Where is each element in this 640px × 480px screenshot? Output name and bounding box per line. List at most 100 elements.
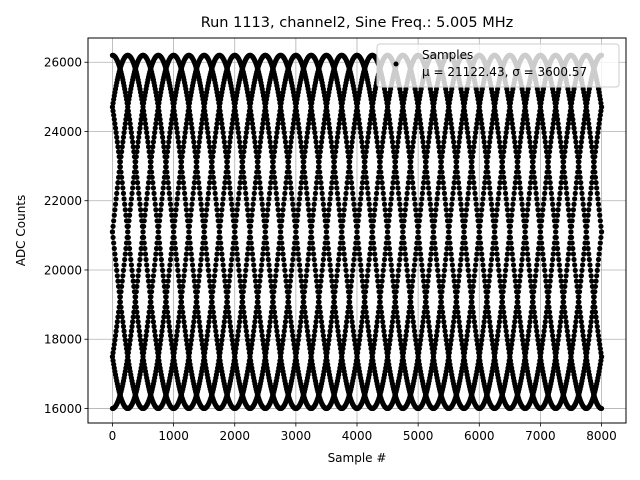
sample-point — [141, 223, 147, 229]
sample-point — [594, 190, 600, 196]
sample-point — [366, 196, 372, 202]
sample-point — [443, 207, 449, 213]
sample-point — [243, 262, 249, 268]
sample-point — [520, 341, 526, 348]
sample-point — [545, 164, 551, 170]
sample-point — [128, 130, 135, 136]
sample-point — [183, 201, 189, 207]
sample-point — [366, 333, 372, 339]
sample-point — [167, 256, 174, 263]
sample-point — [553, 234, 559, 241]
sample-point — [129, 267, 135, 273]
sample-point — [297, 134, 303, 140]
sample-point — [200, 100, 207, 106]
sample-point — [504, 201, 510, 207]
sample-point — [519, 333, 525, 339]
sample-point — [494, 337, 500, 343]
sample-point — [480, 262, 486, 268]
sample-point — [579, 134, 585, 140]
sample-point — [176, 278, 182, 284]
sample-point — [189, 130, 196, 136]
sample-point — [495, 328, 501, 334]
sample-point — [235, 125, 241, 131]
sample-point — [137, 251, 144, 257]
sample-point — [578, 319, 584, 325]
sample-point — [546, 174, 553, 180]
sample-point — [235, 130, 241, 136]
sample-point — [243, 190, 249, 196]
sample-point — [321, 121, 327, 127]
sample-point — [364, 314, 370, 320]
sample-point — [201, 104, 207, 110]
sample-point — [142, 212, 148, 218]
sample-point — [426, 190, 432, 196]
sample-point — [114, 267, 120, 273]
sample-point — [151, 267, 157, 273]
sample-point — [459, 116, 465, 122]
sample-point — [425, 139, 432, 145]
sample-point — [534, 262, 540, 268]
sample-point — [434, 196, 440, 202]
sample-point — [455, 180, 462, 186]
sample-point — [109, 229, 116, 235]
sample-point — [209, 164, 215, 170]
sample-point — [583, 104, 589, 110]
sample-point — [509, 251, 515, 257]
sample-point — [423, 164, 429, 170]
sample-point — [277, 358, 283, 364]
sample-point — [206, 185, 212, 191]
sample-point — [191, 273, 197, 279]
sample-point — [498, 169, 504, 175]
sample-point — [195, 309, 201, 315]
sample-point — [265, 251, 271, 257]
sample-point — [357, 125, 363, 131]
sample-point — [189, 196, 196, 202]
sample-point — [374, 185, 380, 191]
sample-point — [295, 121, 301, 127]
sample-point — [444, 218, 451, 224]
sample-point — [251, 267, 257, 273]
sample-point — [273, 273, 279, 279]
sample-point — [207, 180, 213, 186]
sample-point — [428, 116, 435, 122]
sample-point — [487, 267, 493, 273]
sample-point — [357, 333, 363, 339]
sample-point — [325, 240, 331, 246]
sample-point — [197, 267, 203, 273]
sample-point — [375, 144, 381, 150]
sample-point — [315, 154, 321, 160]
sample-point — [479, 125, 485, 131]
sample-point — [204, 251, 210, 257]
sample-point — [359, 319, 365, 325]
sample-point — [121, 262, 127, 268]
sample-point — [380, 267, 386, 273]
sample-point — [371, 116, 377, 122]
sample-point — [295, 341, 301, 348]
sample-point — [508, 218, 514, 224]
sample-point — [343, 267, 349, 273]
sample-point — [134, 314, 141, 320]
sample-point — [164, 174, 171, 180]
sample-point — [175, 319, 182, 325]
sample-point — [517, 319, 523, 325]
sample-point — [263, 346, 270, 352]
sample-point — [191, 139, 197, 145]
sample-point — [260, 245, 267, 252]
sample-point — [134, 278, 141, 284]
sample-point — [350, 196, 356, 202]
sample-point — [129, 134, 135, 140]
sample-point — [541, 328, 547, 334]
sample-point — [215, 212, 221, 218]
sample-point — [304, 130, 311, 136]
sample-point — [560, 294, 566, 300]
sample-point — [444, 116, 450, 122]
sample-point — [384, 358, 390, 364]
sample-point — [315, 159, 322, 165]
sample-point — [257, 273, 263, 279]
sample-point — [496, 185, 503, 191]
sample-point — [202, 240, 208, 246]
sample-point — [250, 333, 256, 339]
sample-point — [259, 256, 265, 263]
sample-point — [129, 323, 135, 330]
sample-point — [549, 196, 555, 202]
